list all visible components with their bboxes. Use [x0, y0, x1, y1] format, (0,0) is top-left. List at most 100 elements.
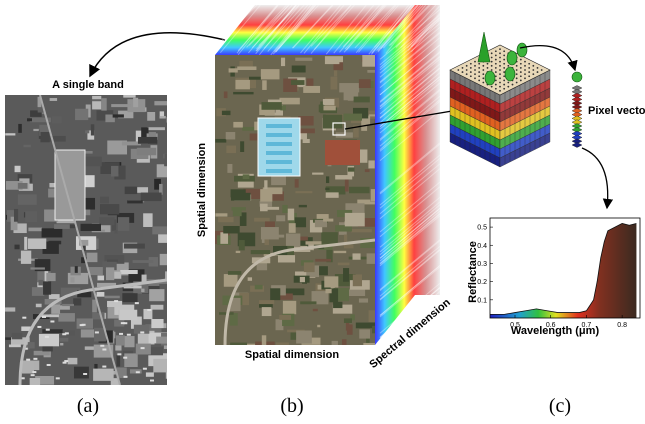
texture — [147, 112, 156, 121]
streak — [379, 51, 441, 102]
texture — [92, 95, 102, 110]
cube-dot — [499, 56, 501, 59]
cube-dot — [490, 56, 493, 59]
texture — [60, 342, 64, 346]
cube-dot — [515, 77, 518, 80]
streak — [376, 4, 418, 51]
streak — [379, 56, 441, 108]
cube-dot — [503, 58, 506, 61]
texture — [239, 343, 256, 345]
texture — [80, 223, 101, 231]
texture — [30, 110, 42, 117]
y-tick-label: 0.2 — [477, 279, 487, 286]
texture — [117, 353, 122, 356]
pixel-cell — [571, 89, 583, 95]
texture — [29, 377, 41, 385]
streak — [379, 99, 441, 150]
cube-dot — [482, 81, 485, 84]
y-axis-label: Reflectance — [467, 241, 479, 303]
streak — [379, 110, 441, 162]
texture — [165, 154, 167, 162]
texture — [350, 229, 372, 233]
cube-dot — [469, 67, 472, 69]
texture — [40, 131, 50, 143]
texture — [352, 107, 369, 119]
texture — [363, 342, 375, 345]
texture — [166, 105, 167, 112]
texture — [37, 325, 42, 328]
pixel-cell — [571, 96, 583, 103]
streak — [400, 4, 441, 48]
streak — [379, 215, 441, 267]
cube-dot — [494, 75, 497, 78]
cube-dot — [511, 83, 514, 86]
texture — [347, 167, 355, 172]
streak — [379, 72, 441, 124]
streak — [379, 8, 441, 60]
texture — [80, 329, 97, 338]
texture — [223, 274, 238, 287]
texture — [314, 219, 328, 228]
cube-dot — [482, 64, 485, 67]
texture — [153, 358, 167, 373]
streak — [379, 63, 441, 115]
texture — [142, 367, 147, 370]
texture — [324, 56, 344, 65]
cube-dot — [519, 67, 522, 69]
pixel-cell — [571, 123, 583, 129]
streak — [379, 76, 441, 128]
cube-dot — [524, 77, 526, 80]
texture — [242, 174, 250, 180]
streak — [267, 4, 309, 52]
texture — [133, 324, 150, 334]
texture — [112, 114, 124, 118]
texture — [332, 304, 353, 314]
texture — [17, 182, 28, 189]
streak — [379, 37, 441, 89]
texture — [256, 258, 268, 271]
texture — [48, 188, 58, 198]
texture — [343, 234, 348, 249]
x-axis-label: Wavelength (μm) — [511, 325, 600, 337]
texture — [96, 110, 114, 121]
texture — [92, 153, 109, 160]
texture — [115, 345, 122, 351]
texture — [46, 272, 56, 282]
texture — [366, 253, 375, 264]
texture — [270, 288, 281, 301]
texture — [336, 209, 353, 218]
texture — [358, 79, 371, 88]
texture — [27, 342, 35, 349]
cube-dot — [503, 87, 506, 90]
cube-dot — [519, 71, 522, 73]
texture — [14, 165, 21, 173]
texture — [237, 66, 257, 70]
texture — [38, 279, 44, 286]
texture — [333, 61, 343, 71]
texture — [364, 169, 370, 173]
streak — [379, 207, 441, 259]
texture — [335, 225, 352, 232]
texture — [58, 313, 75, 322]
streak — [395, 4, 437, 48]
texture — [136, 147, 157, 156]
texture — [266, 142, 292, 146]
pixel-cell — [571, 85, 583, 91]
caption: (a) — [77, 395, 99, 417]
texture — [25, 211, 38, 223]
texture — [266, 151, 292, 155]
texture — [352, 274, 363, 287]
texture — [86, 252, 98, 263]
texture — [254, 217, 270, 222]
texture — [291, 65, 306, 73]
cube-dot — [461, 71, 464, 73]
pixel-cell — [571, 138, 583, 144]
texture — [239, 292, 250, 306]
texture — [223, 91, 228, 99]
texture — [17, 194, 37, 205]
texture — [85, 197, 96, 210]
cube-dot — [528, 62, 531, 65]
texture — [45, 328, 50, 331]
texture — [362, 115, 371, 125]
